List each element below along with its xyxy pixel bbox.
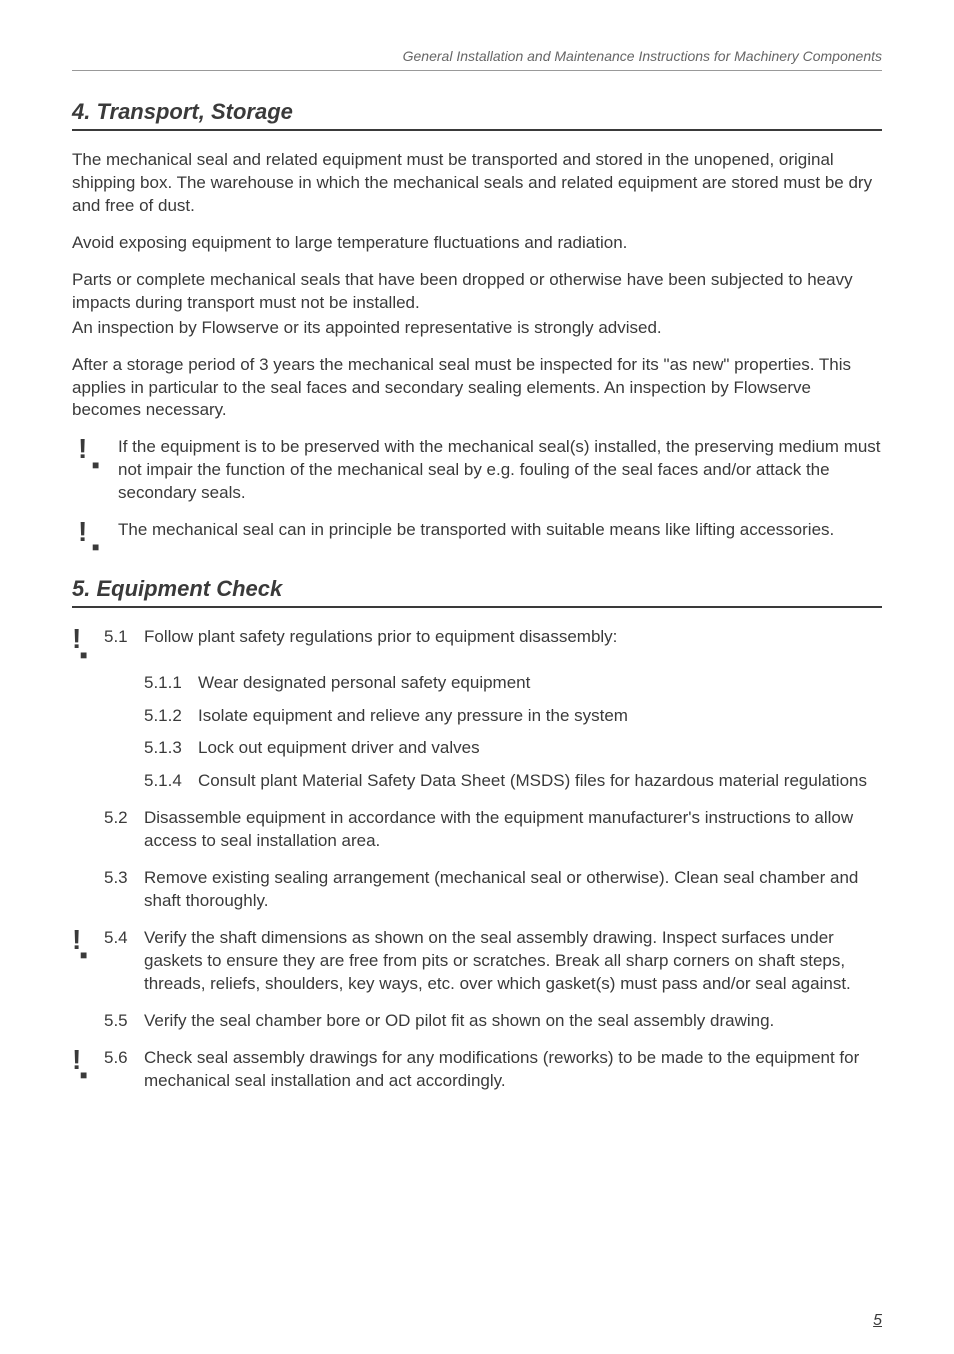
- section-4-warning-2: !■ The mechanical seal can in principle …: [72, 519, 882, 550]
- section-4-para-1: The mechanical seal and related equipmen…: [72, 149, 882, 218]
- item-5-4: !■ 5.4 Verify the shaft dimensions as sh…: [72, 927, 882, 996]
- item-text: Follow plant safety regulations prior to…: [144, 626, 882, 649]
- item-text: Check seal assembly drawings for any mod…: [144, 1047, 882, 1093]
- item-5-2: 5.2 Disassemble equipment in accordance …: [72, 807, 882, 853]
- item-text: Consult plant Material Safety Data Sheet…: [198, 770, 882, 793]
- item-number: 5.5: [104, 1010, 144, 1033]
- item-number: 5.3: [104, 867, 144, 890]
- section-4-para-5: After a storage period of 3 years the me…: [72, 354, 882, 423]
- caution-icon: !■: [72, 519, 118, 550]
- item-number: 5.1: [104, 626, 144, 649]
- item-text: Isolate equipment and relieve any pressu…: [198, 705, 882, 728]
- item-5-1-2: 5.1.2 Isolate equipment and relieve any …: [72, 705, 882, 728]
- item-5-3: 5.3 Remove existing sealing arrangement …: [72, 867, 882, 913]
- section-4-para-2: Avoid exposing equipment to large temper…: [72, 232, 882, 255]
- item-number: 5.4: [104, 927, 144, 950]
- item-5-1-1: 5.1.1 Wear designated personal safety eq…: [72, 672, 882, 695]
- item-text: Remove existing sealing arrangement (mec…: [144, 867, 882, 913]
- item-5-1: !■ 5.1 Follow plant safety regulations p…: [72, 626, 882, 657]
- running-header: General Installation and Maintenance Ins…: [72, 48, 882, 71]
- item-5-5: 5.5 Verify the seal chamber bore or OD p…: [72, 1010, 882, 1033]
- item-number: 5.2: [104, 807, 144, 830]
- caution-icon: !■: [72, 927, 104, 958]
- item-5-6: !■ 5.6 Check seal assembly drawings for …: [72, 1047, 882, 1093]
- caution-icon: !■: [72, 626, 104, 657]
- item-number: 5.1.1: [144, 672, 198, 695]
- section-5-title: 5. Equipment Check: [72, 576, 882, 608]
- item-5-1-3: 5.1.3 Lock out equipment driver and valv…: [72, 737, 882, 760]
- item-number: 5.1.3: [144, 737, 198, 760]
- item-text: Disassemble equipment in accordance with…: [144, 807, 882, 853]
- warning-text: The mechanical seal can in principle be …: [118, 519, 882, 542]
- item-text: Verify the shaft dimensions as shown on …: [144, 927, 882, 996]
- item-text: Wear designated personal safety equipmen…: [198, 672, 882, 695]
- item-number: 5.1.2: [144, 705, 198, 728]
- section-4-title: 4. Transport, Storage: [72, 99, 882, 131]
- item-5-1-4: 5.1.4 Consult plant Material Safety Data…: [72, 770, 882, 793]
- item-text: Lock out equipment driver and valves: [198, 737, 882, 760]
- page-number: 5: [873, 1312, 882, 1330]
- caution-icon: !■: [72, 1047, 104, 1078]
- section-4-para-3: Parts or complete mechanical seals that …: [72, 269, 882, 315]
- warning-text: If the equipment is to be preserved with…: [118, 436, 882, 505]
- item-number: 5.6: [104, 1047, 144, 1070]
- section-4-para-4: An inspection by Flowserve or its appoin…: [72, 317, 882, 340]
- section-4-warning-1: !■ If the equipment is to be preserved w…: [72, 436, 882, 505]
- caution-icon: !■: [72, 436, 118, 467]
- item-number: 5.1.4: [144, 770, 198, 793]
- item-text: Verify the seal chamber bore or OD pilot…: [144, 1010, 882, 1033]
